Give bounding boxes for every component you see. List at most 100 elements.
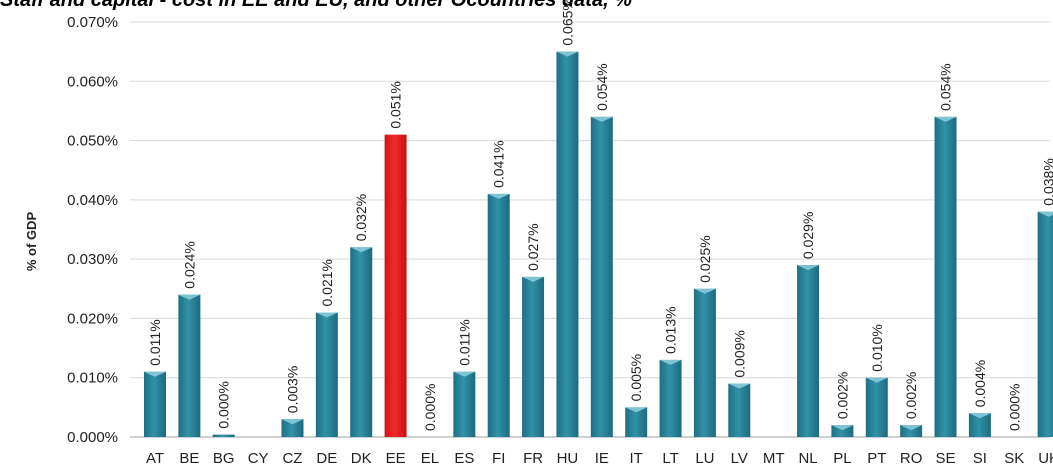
y-tick-label: 0.030% [67, 251, 118, 268]
x-tick-label: CZ [282, 450, 302, 467]
data-label: 0.002% [903, 372, 919, 419]
x-tick-label: CY [248, 450, 269, 467]
bar-cap [315, 312, 338, 318]
bar [350, 247, 373, 437]
data-label: 0.038% [1041, 158, 1053, 205]
bar [212, 434, 235, 437]
data-label: 0.065% [559, 0, 575, 46]
data-label: 0.054% [594, 63, 610, 110]
bar [968, 413, 991, 437]
bar [315, 312, 338, 437]
bar-cap [590, 116, 613, 122]
bar-cap [693, 288, 716, 294]
data-label: 0.051% [388, 81, 404, 128]
y-tick-label: 0.060% [67, 73, 118, 90]
y-tick-label: 0.050% [67, 133, 118, 150]
x-tick-label: SE [936, 450, 956, 467]
x-tick-label: HU [557, 450, 579, 467]
data-label: 0.000% [1006, 384, 1022, 431]
x-tick-label: EE [386, 450, 406, 467]
bar [144, 371, 166, 437]
y-tick-label: 0.010% [67, 370, 118, 387]
x-tick-label: BG [213, 450, 235, 467]
data-label: 0.013% [663, 306, 679, 353]
data-label: 0.003% [284, 366, 300, 413]
data-label: 0.027% [525, 223, 541, 270]
data-label: 0.000% [216, 381, 232, 428]
bar-cap [281, 419, 304, 425]
data-label: 0.041% [491, 140, 507, 187]
x-tick-label: PL [833, 450, 851, 467]
bar [522, 276, 545, 437]
x-tick-label: IT [630, 450, 643, 467]
bar-cap [659, 359, 682, 365]
bar-cap [797, 265, 820, 271]
data-label: 0.024% [181, 241, 197, 288]
gridlines [130, 21, 1050, 438]
data-labels: 0.011% 0.024% 0.000% 0.003% 0.021% 0.032% 0.05… [147, 0, 1053, 431]
x-tick-label: FI [492, 450, 505, 467]
data-label: 0.005% [628, 354, 644, 401]
data-label: 0.021% [319, 259, 335, 306]
x-tick-label: EL [421, 450, 439, 467]
bar [453, 371, 476, 437]
bar-cap [865, 377, 888, 383]
bar-cap [350, 247, 373, 253]
data-label: 0.025% [697, 235, 713, 282]
x-tick-label: MT [763, 450, 785, 467]
x-tick-label: PT [867, 450, 886, 467]
x-tick-label: IE [595, 450, 609, 467]
y-tick-label: 0.040% [67, 192, 118, 209]
x-tick-label: LV [731, 450, 748, 467]
data-label: 0.054% [938, 63, 954, 110]
bar-cap [487, 193, 510, 199]
x-tick-label: DE [316, 450, 337, 467]
bar-cap [900, 425, 923, 431]
bar [625, 407, 648, 437]
bar-cap [934, 116, 957, 122]
bar [693, 288, 716, 437]
x-tick-label: LT [662, 450, 678, 467]
data-label: 0.002% [834, 372, 850, 419]
bar-cap [728, 383, 751, 389]
x-tick-label: RO [900, 450, 923, 467]
bar [590, 116, 613, 437]
chart-title: Staff and capital - cost in EE and EU, a… [0, 0, 632, 11]
bar-cap [556, 51, 579, 57]
data-label: 0.009% [731, 330, 747, 377]
bar [900, 425, 923, 437]
y-axis-title: % of GDP [24, 212, 39, 272]
bar-cap [522, 276, 545, 282]
bar-cap [178, 294, 201, 300]
bar [797, 265, 820, 437]
x-tick-label: LU [695, 450, 714, 467]
x-tick-label: UK [1038, 450, 1053, 467]
bar [281, 419, 304, 437]
data-label: 0.010% [869, 324, 885, 371]
bar-cap [144, 371, 166, 377]
y-tick-label: 0.000% [67, 429, 118, 446]
data-label: 0.029% [800, 212, 816, 259]
data-label: 0.004% [972, 360, 988, 407]
y-tick-label: 0.070% [67, 14, 118, 31]
x-tick-label: SI [973, 450, 987, 467]
bar-cap [831, 425, 854, 431]
x-tick-label: AT [146, 450, 164, 467]
bar [659, 359, 682, 437]
bar [1037, 211, 1053, 437]
y-tick-label: 0.020% [67, 310, 118, 327]
bar-cap [968, 413, 991, 419]
x-tick-label: NL [798, 450, 817, 467]
bar [384, 134, 407, 437]
x-tick-label: FR [523, 450, 543, 467]
bar [728, 383, 751, 437]
bar-cap [625, 407, 648, 413]
bar [556, 51, 579, 438]
bars [144, 51, 1053, 438]
bar [865, 377, 888, 437]
bar [934, 116, 957, 437]
x-tick-label: BE [179, 450, 199, 467]
bar-cap [453, 371, 476, 377]
